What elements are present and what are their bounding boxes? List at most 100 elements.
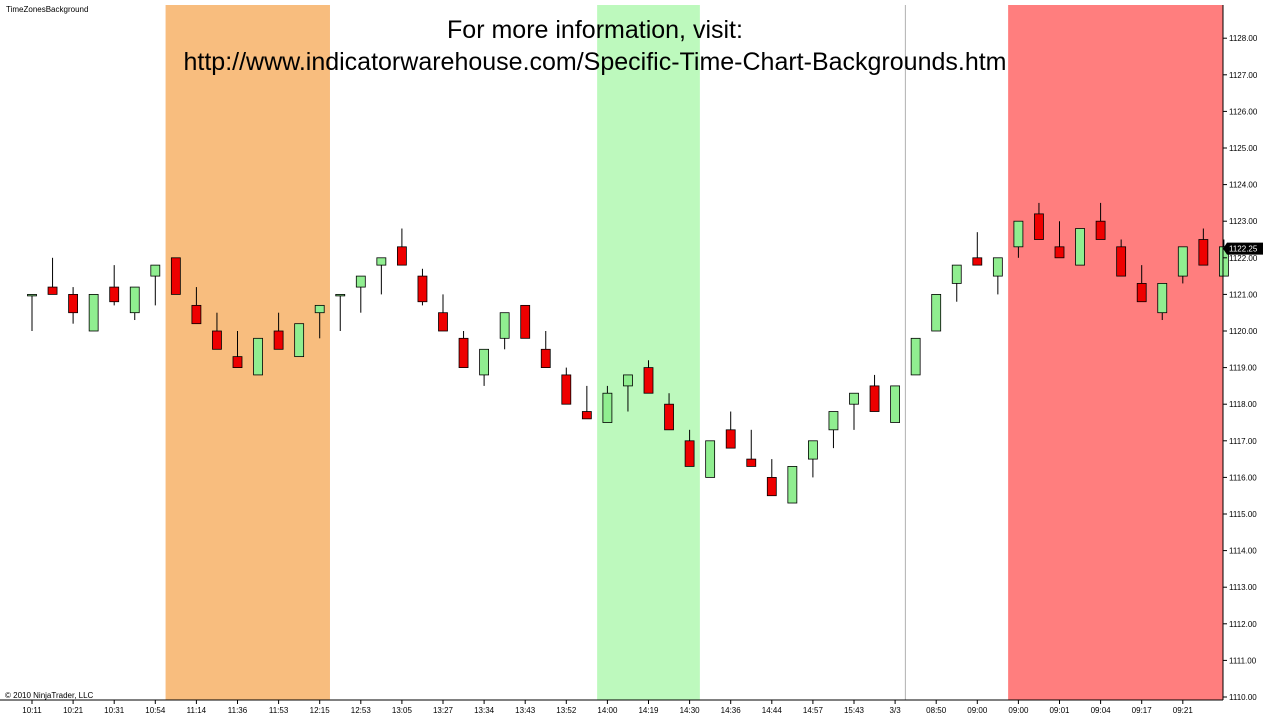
x-tick-label: 14:57 <box>803 706 824 715</box>
candle-body-down <box>212 330 222 350</box>
candlestick <box>849 392 859 430</box>
candlestick <box>705 440 716 478</box>
candlestick <box>27 293 37 331</box>
candle-body-up <box>150 264 161 277</box>
candle-body-down <box>1116 246 1127 277</box>
candle-body-down <box>1136 283 1147 303</box>
axes: 1110.00 1111.00 1112.00 1113.00 1114.00 1115.… <box>0 5 1263 715</box>
x-tick-label: 09:01 <box>1049 706 1070 715</box>
x-tick-label: 13:27 <box>433 706 454 715</box>
x-tick-label: 14:30 <box>680 706 701 715</box>
y-tick-label: 1119.00 <box>1229 364 1257 373</box>
candlestick <box>232 331 243 368</box>
candlestick <box>972 232 983 266</box>
info-text-line-2: http://www.indicatorwarehouse.com/Specif… <box>184 48 1007 76</box>
candlestick <box>376 257 387 295</box>
candle-body-down <box>68 293 78 314</box>
candle-body-down <box>869 385 880 412</box>
candle-body-down <box>438 312 448 332</box>
y-tick-label: 1118.00 <box>1229 400 1257 409</box>
time-zone-green <box>597 5 700 700</box>
candle-body-up <box>1219 246 1229 277</box>
x-tick-label: 13:34 <box>474 706 495 715</box>
x-tick-label: 09:21 <box>1173 706 1194 715</box>
candlestick <box>355 275 366 313</box>
candle-body-down <box>109 286 120 303</box>
candlestick <box>581 385 592 420</box>
candle-body-up <box>849 392 859 405</box>
x-tick-label: 13:05 <box>392 706 413 715</box>
candlestick <box>684 429 695 467</box>
candle-body-up <box>1075 228 1085 266</box>
candle-body-down <box>746 458 757 467</box>
y-tick-label: 1124.00 <box>1229 181 1258 190</box>
y-tick-label: 1122.00 <box>1229 254 1258 263</box>
x-tick-label: 08:50 <box>926 706 947 715</box>
y-tick-label: 1112.00 <box>1229 620 1257 629</box>
y-tick-label: 1114.00 <box>1229 547 1257 556</box>
candlestick <box>1034 202 1044 240</box>
candle-body-up <box>1157 283 1168 314</box>
x-tick-label: 11:53 <box>269 706 289 715</box>
candle-body-up <box>828 411 839 431</box>
x-tick-label: 14:36 <box>721 706 742 715</box>
indicator-title: TimeZonesBackground <box>6 5 88 14</box>
candle-body-up <box>314 304 325 314</box>
candlestick <box>787 466 798 504</box>
y-tick-label: 1127.00 <box>1229 71 1258 80</box>
candle-body-down <box>47 286 58 295</box>
candlestick <box>314 304 325 339</box>
y-tick-label: 1125.00 <box>1229 144 1258 153</box>
candle-body-up <box>355 275 366 288</box>
candlestick <box>602 385 613 423</box>
candlestick <box>951 264 962 302</box>
candlestick <box>335 293 346 331</box>
candle-body-up <box>931 293 942 332</box>
x-tick-label: 14:00 <box>597 706 618 715</box>
candle-body-up <box>499 312 510 339</box>
candlestick <box>1157 283 1168 321</box>
candlestick <box>869 374 880 412</box>
x-tick-label: 09:04 <box>1091 706 1112 715</box>
candle-body-down <box>684 440 695 467</box>
candlestick <box>109 265 120 306</box>
candlestick <box>458 331 469 369</box>
time-zone-backgrounds <box>165 5 1223 700</box>
candle-body-up <box>1013 220 1024 248</box>
candle-body-up <box>1177 246 1188 277</box>
candlestick <box>129 286 140 321</box>
candle-body-up <box>910 337 921 376</box>
info-text-line-1: For more information, visit: <box>447 16 743 44</box>
x-tick-label: 3/3 <box>890 706 902 715</box>
candle-body-down <box>561 374 572 405</box>
y-tick-label: 1126.00 <box>1229 107 1258 116</box>
candle-body-up <box>992 257 1003 277</box>
candle-body-down <box>1198 239 1209 266</box>
candlestick <box>520 304 531 339</box>
y-tick-label: 1123.00 <box>1229 217 1258 226</box>
candlestick <box>417 268 428 306</box>
candlestick <box>910 337 921 376</box>
candlestick <box>88 293 99 332</box>
candlestick <box>273 312 284 350</box>
candle-body-down <box>766 476 777 497</box>
x-tick-label: 09:17 <box>1132 706 1153 715</box>
candlestick <box>931 293 942 332</box>
candlestick <box>561 367 572 405</box>
candlestick <box>479 348 490 386</box>
candlestick <box>540 331 551 368</box>
y-tick-label: 1115.00 <box>1229 510 1257 519</box>
last-price-label: 1122.25 <box>1229 245 1258 254</box>
candle-body-down <box>417 275 428 303</box>
x-tick-label: 14:19 <box>638 706 659 715</box>
x-tick-label: 10:21 <box>63 706 84 715</box>
candle-body-up <box>376 257 387 266</box>
candlestick <box>992 257 1003 295</box>
y-tick-label: 1128.00 <box>1229 34 1258 43</box>
candlestick <box>1095 202 1106 240</box>
candle-body-down <box>972 257 983 266</box>
candle-body-up <box>808 440 818 460</box>
candle-body-up <box>253 337 263 376</box>
last-price-tag-shape <box>1223 242 1263 255</box>
candlestick <box>191 287 202 325</box>
